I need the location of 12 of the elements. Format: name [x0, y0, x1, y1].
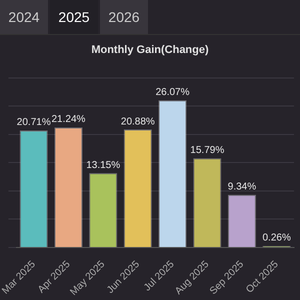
data-label: 13.15%	[86, 160, 120, 171]
chart-title: Monthly Gain(Change)	[90, 44, 210, 56]
data-label: 20.71%	[16, 117, 51, 128]
year-tab: 2024	[0, 0, 48, 34]
data-label: 9.34%	[228, 181, 256, 192]
data-label: 26.07%	[156, 86, 190, 98]
year-tab: 2026	[100, 0, 148, 34]
data-label: 15.79%	[190, 145, 224, 156]
data-label: 20.88%	[120, 116, 155, 128]
data-label: 21.24%	[51, 114, 86, 126]
data-label: 0.26%	[262, 232, 291, 244]
year-tab: 2025	[50, 0, 98, 34]
